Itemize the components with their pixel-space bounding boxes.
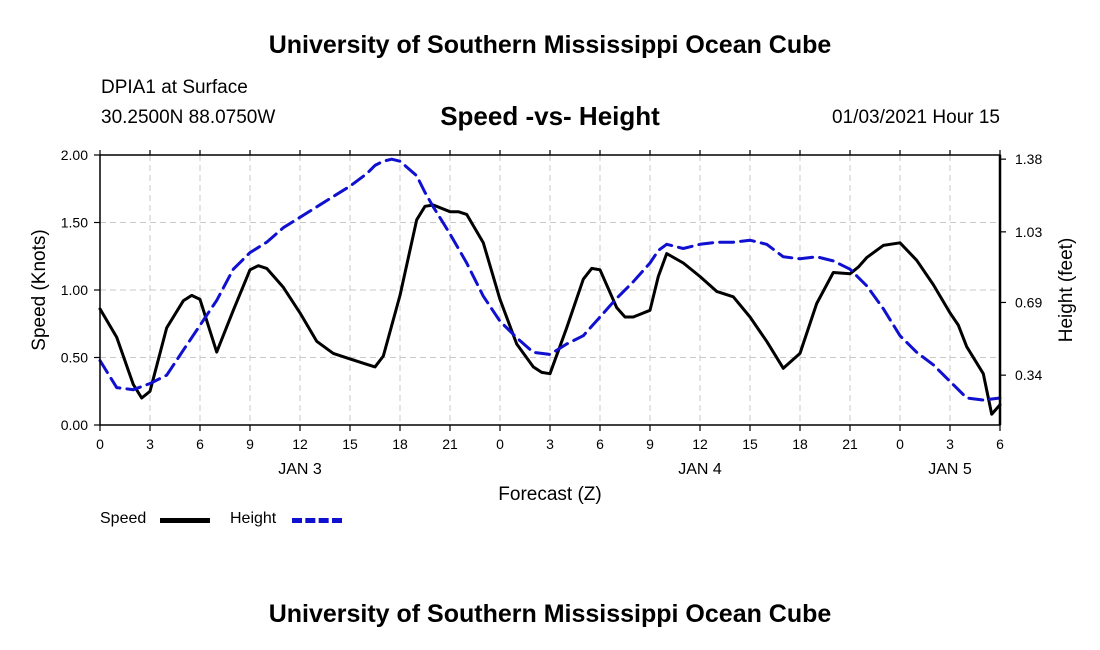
y2-tick-label: 1.38 bbox=[1015, 151, 1042, 167]
x-axis-label: Forecast (Z) bbox=[498, 484, 601, 505]
y-tick-label: 0.50 bbox=[61, 350, 88, 366]
x-tick-label: 6 bbox=[196, 436, 204, 452]
height-series-line bbox=[98, 157, 1002, 402]
axis-layer: 0 3 6 9 12 15 18 21 0 3 6 9 12 15 18 21 0 3 6 JAN 3 JAN 4 JAN… bbox=[61, 147, 1043, 478]
y2-tick-label: 1.03 bbox=[1015, 224, 1042, 240]
series-layer bbox=[98, 157, 1002, 416]
x-tick-label: 9 bbox=[246, 436, 254, 452]
x-tick-label: 3 bbox=[946, 436, 954, 452]
x-tick-label: 0 bbox=[96, 436, 104, 452]
legend-speed-swatch bbox=[160, 518, 210, 523]
station-label: DPIA1 at Surface bbox=[101, 77, 248, 98]
y-tick-label: 2.00 bbox=[61, 147, 88, 163]
y-tick-label: 1.00 bbox=[61, 282, 88, 298]
x-tick-label: 21 bbox=[442, 436, 458, 452]
y-tick-label: 0.00 bbox=[61, 417, 88, 433]
x-tick-label: 12 bbox=[692, 436, 708, 452]
x-tick-label: 12 bbox=[292, 436, 308, 452]
y2-tick-label: 0.69 bbox=[1015, 294, 1042, 310]
y-axis-label: Speed (Knots) bbox=[29, 229, 50, 350]
forecast-datetime: 01/03/2021 Hour 15 bbox=[832, 107, 1000, 128]
x-tick-label: 0 bbox=[496, 436, 504, 452]
x-tick-label: 3 bbox=[546, 436, 554, 452]
x-tick-label: 21 bbox=[842, 436, 858, 452]
x-tick-label: 15 bbox=[742, 436, 758, 452]
legend-speed-label: Speed bbox=[100, 510, 147, 527]
chart-subtitle: Speed -vs- Height bbox=[440, 101, 660, 131]
x-tick-label: 6 bbox=[596, 436, 604, 452]
x-tick-label: 9 bbox=[646, 436, 654, 452]
legend-height-label: Height bbox=[230, 510, 277, 527]
x-tick-label: 18 bbox=[792, 436, 808, 452]
date-label: JAN 4 bbox=[678, 461, 722, 478]
x-tick-label: 18 bbox=[392, 436, 408, 452]
grid-layer bbox=[100, 155, 1000, 425]
chart-title: University of Southern Mississippi Ocean… bbox=[268, 31, 832, 59]
date-label: JAN 3 bbox=[278, 461, 322, 478]
legend-height-swatch bbox=[292, 518, 342, 523]
x-tick-label: 0 bbox=[896, 436, 904, 452]
y2-axis-label: Height (feet) bbox=[1056, 238, 1077, 343]
x-tick-label: 6 bbox=[996, 436, 1004, 452]
speed-series-line bbox=[98, 203, 1002, 416]
footer-title: University of Southern Mississippi Ocean… bbox=[268, 600, 832, 628]
date-label: JAN 5 bbox=[928, 461, 972, 478]
x-tick-label: 3 bbox=[146, 436, 154, 452]
coordinates-label: 30.2500N 88.0750W bbox=[101, 107, 276, 128]
y2-tick-label: 0.34 bbox=[1015, 367, 1042, 383]
x-tick-label: 15 bbox=[342, 436, 358, 452]
y-tick-label: 1.50 bbox=[61, 215, 88, 231]
